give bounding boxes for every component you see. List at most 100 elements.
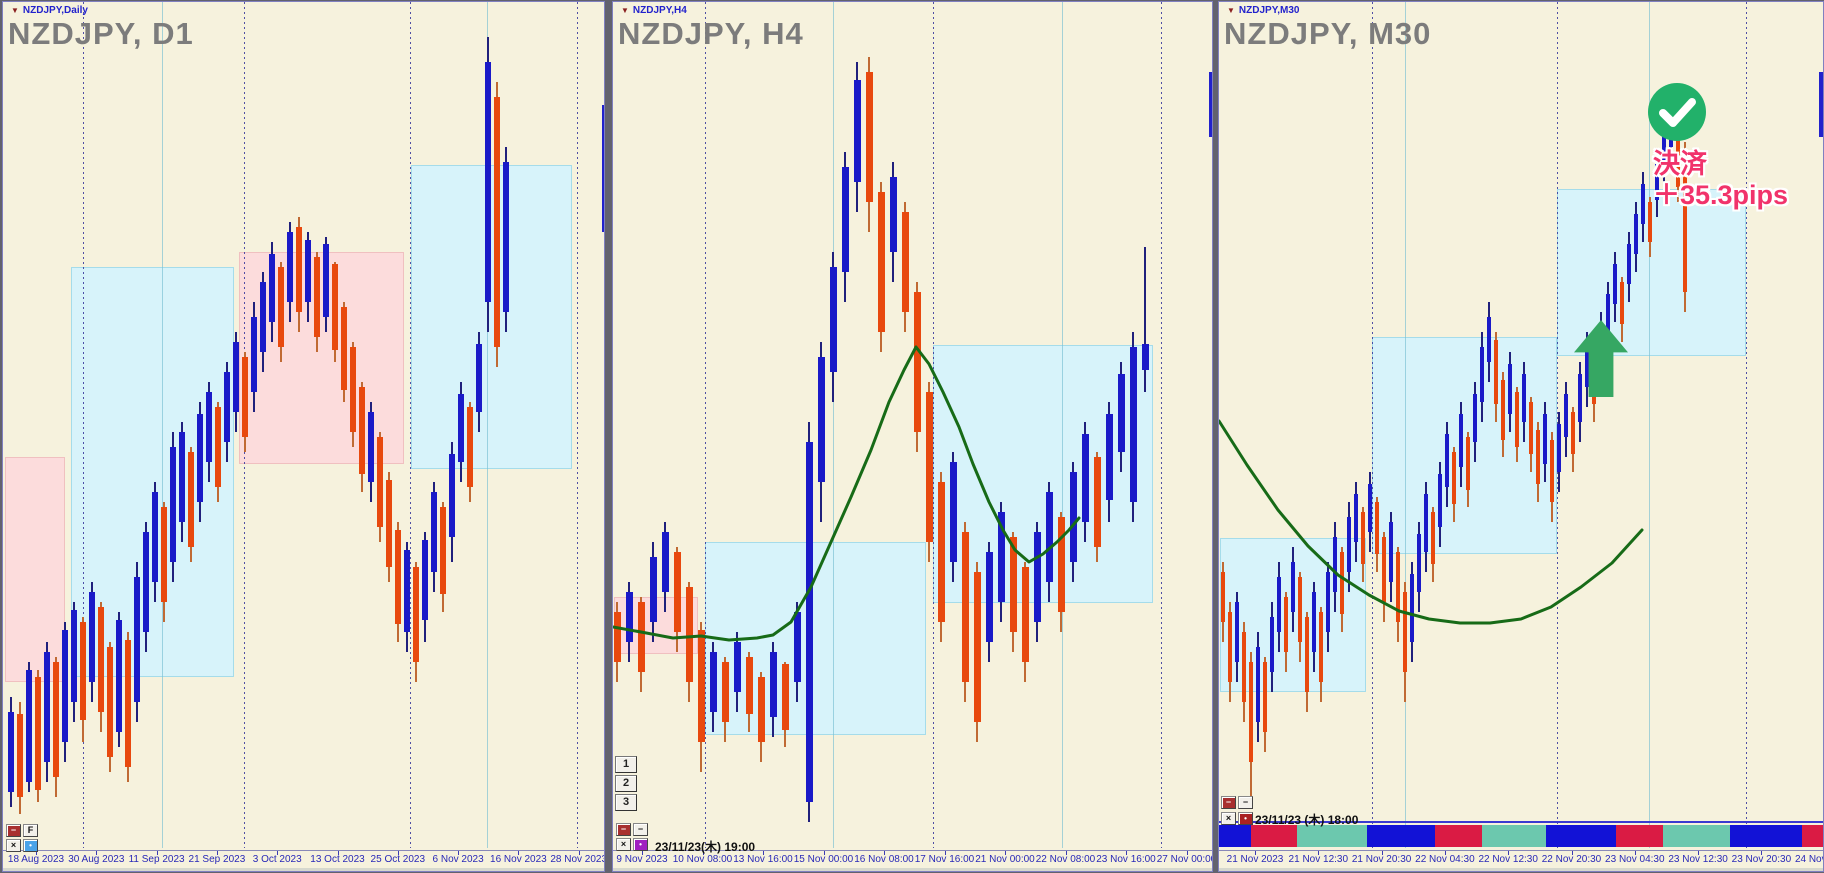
close-button[interactable]: × xyxy=(616,838,631,851)
candlestick xyxy=(143,532,149,632)
candlestick xyxy=(866,72,873,202)
indicator-strip-segment xyxy=(1730,825,1802,847)
time-axis-label: 3 Oct 2023 xyxy=(252,854,302,865)
period-separator-line xyxy=(1405,2,1406,848)
axis-tick xyxy=(1761,851,1763,855)
panel-bottom-edge xyxy=(3,868,604,871)
candlestick xyxy=(1010,537,1017,632)
candlestick xyxy=(1228,612,1232,682)
candlestick xyxy=(1022,567,1029,662)
time-axis-label: 17 Nov 16:00 xyxy=(914,854,975,865)
chart-plot-area-m30[interactable] xyxy=(1219,2,1823,850)
candlestick xyxy=(626,592,633,642)
chart-plot-area-daily[interactable] xyxy=(3,2,604,850)
candlestick xyxy=(440,507,446,594)
candlestick xyxy=(938,482,945,622)
minimize-button[interactable]: − xyxy=(6,824,21,837)
candlestick xyxy=(332,264,338,350)
axis-tick xyxy=(397,851,399,855)
minimize-button[interactable]: − xyxy=(1221,796,1236,809)
close-button[interactable]: × xyxy=(1221,812,1236,825)
axis-tick xyxy=(1005,851,1006,855)
marker-button[interactable]: • xyxy=(1238,812,1253,825)
candlestick xyxy=(215,407,221,487)
time-axis-label: 13 Oct 2023 xyxy=(310,854,365,865)
object-button-2[interactable]: 2 xyxy=(615,775,637,792)
candlestick xyxy=(1284,597,1288,652)
time-axis-label: 22 Nov 08:00 xyxy=(1035,854,1096,865)
marker-button[interactable]: • xyxy=(633,838,648,851)
candlestick xyxy=(1613,264,1617,304)
axis-tick xyxy=(156,851,158,855)
candlestick xyxy=(902,212,909,312)
candlestick xyxy=(1319,612,1323,682)
time-axis-label: 18 Aug 2023 xyxy=(7,854,65,865)
time-axis-label: 6 Nov 2023 xyxy=(432,854,484,865)
chart-dropdown-icon[interactable]: ▼ xyxy=(11,5,19,15)
object-button-1[interactable]: 1 xyxy=(615,756,637,773)
candlestick xyxy=(1305,617,1309,692)
candlestick xyxy=(1522,374,1526,422)
candlestick xyxy=(674,552,681,632)
chart-tab-h4[interactable]: ▼ NZDJPY,H4 xyxy=(621,5,687,16)
candlestick xyxy=(224,372,230,442)
candlestick xyxy=(1277,577,1281,632)
chart-tab-label: NZDJPY,Daily xyxy=(22,5,88,16)
restore-button[interactable]: − xyxy=(633,823,648,836)
time-axis-label: 22 Nov 20:30 xyxy=(1541,854,1602,865)
candlestick xyxy=(1410,574,1414,642)
candlestick xyxy=(986,552,993,642)
candlestick xyxy=(1312,592,1316,652)
candlestick xyxy=(1431,512,1435,564)
candlestick xyxy=(1291,562,1295,612)
vertical-gridline xyxy=(933,2,934,848)
chart-tab-label: NZDJPY,H4 xyxy=(632,5,687,16)
chart-tab-daily[interactable]: ▼ NZDJPY,Daily xyxy=(11,5,88,16)
candlestick xyxy=(1368,484,1372,532)
close-button[interactable]: × xyxy=(6,839,21,852)
chart-plot-area-h4[interactable] xyxy=(613,2,1212,850)
trade-exit-label: 決済 ＋35.3pips xyxy=(1653,149,1788,211)
chart-tab-m30[interactable]: ▼ NZDJPY,M30 xyxy=(1227,5,1300,16)
time-axis-label: 22 Nov 12:30 xyxy=(1478,854,1538,865)
minimize-button[interactable]: − xyxy=(616,823,631,836)
candlestick xyxy=(1473,394,1477,442)
candlestick xyxy=(1263,662,1267,732)
time-axis-label: 21 Nov 20:30 xyxy=(1351,854,1412,865)
candlestick xyxy=(1487,317,1491,362)
object-button-3[interactable]: 3 xyxy=(615,794,637,811)
candlestick xyxy=(1543,414,1547,464)
time-axis-label: 22 Nov 04:30 xyxy=(1415,854,1475,865)
marker-button[interactable]: • xyxy=(23,839,38,852)
candlestick xyxy=(323,244,329,317)
axis-tick xyxy=(944,851,946,855)
axis-tick xyxy=(96,851,98,855)
chart-dropdown-icon[interactable]: ▼ xyxy=(621,5,629,15)
candlestick xyxy=(161,507,167,602)
axis-tick xyxy=(216,851,218,855)
flag-button[interactable]: F xyxy=(23,824,38,837)
candlestick xyxy=(458,394,464,462)
candlestick xyxy=(1480,347,1484,402)
candlestick xyxy=(614,612,621,662)
candlestick xyxy=(251,317,257,392)
restore-button[interactable]: − xyxy=(1238,796,1253,809)
vertical-gridline xyxy=(1372,2,1373,848)
period-separator-line xyxy=(1062,2,1063,848)
candlestick xyxy=(368,412,374,482)
indicator-strip-segment xyxy=(1367,825,1435,847)
candle-time-label: 23/11/23(木) 19:00 xyxy=(655,840,756,854)
candlestick xyxy=(1340,552,1344,614)
candlestick xyxy=(1270,617,1274,672)
indicator-strip-segment xyxy=(1546,825,1616,847)
candlestick xyxy=(746,657,753,714)
candlestick xyxy=(1375,502,1379,554)
axis-tick xyxy=(337,851,339,855)
candlestick xyxy=(1142,344,1149,370)
chart-dropdown-icon[interactable]: ▼ xyxy=(1227,5,1235,15)
candlestick xyxy=(1557,424,1561,472)
axis-tick xyxy=(1698,851,1700,855)
candlestick xyxy=(1536,430,1540,484)
candlestick xyxy=(1070,472,1077,562)
